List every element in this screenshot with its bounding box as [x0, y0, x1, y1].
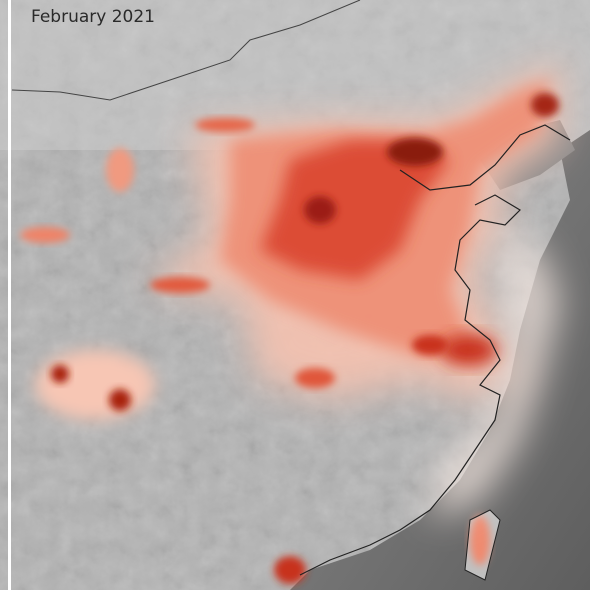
boundaries: [11, 0, 571, 581]
frame-divider: [8, 0, 11, 590]
sea: [290, 130, 590, 590]
no2-layer: [20, 60, 560, 584]
map-title: February 2021: [31, 7, 155, 27]
